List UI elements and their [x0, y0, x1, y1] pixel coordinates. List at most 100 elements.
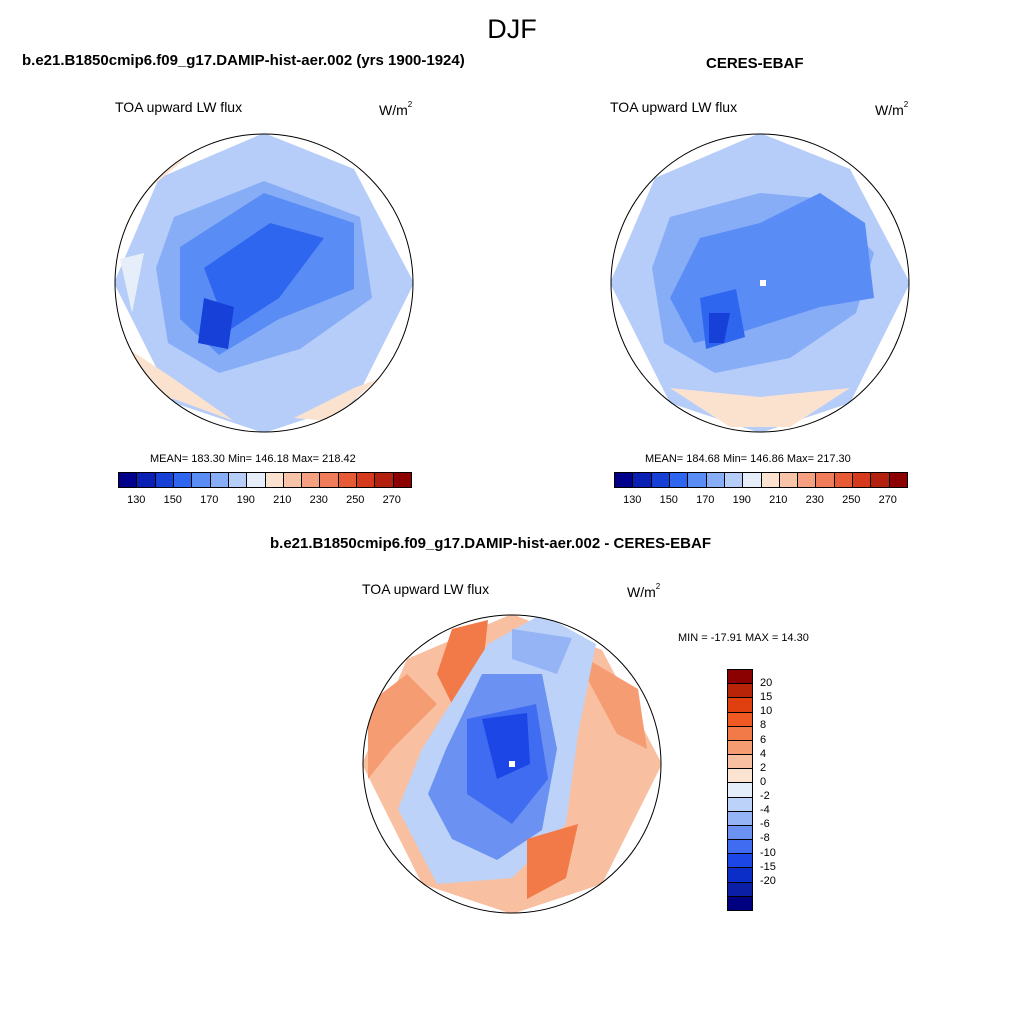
colorbar-swatch — [192, 473, 211, 487]
obs-variable-label: TOA upward LW flux — [610, 99, 738, 115]
colorbar-swatch — [706, 473, 725, 487]
diff-field-8 — [527, 824, 578, 899]
diff-colorbar-tick-label: 20 — [760, 677, 773, 690]
diff-colorbar-tick-label: -6 — [760, 818, 770, 831]
diff-colorbar-swatch — [728, 712, 752, 727]
colorbar-tick-label: 230 — [309, 494, 328, 506]
diff-colorbar-tick-label: 4 — [760, 747, 767, 760]
diff-colorbar-swatch — [728, 825, 752, 841]
colorbar-tick-label: 250 — [842, 494, 861, 506]
model-variable-label: TOA upward LW flux — [115, 99, 243, 115]
colorbar-swatch — [816, 473, 835, 487]
colorbar-swatch — [338, 473, 358, 487]
diff-colorbar-swatch — [728, 726, 752, 741]
model-field-3 — [204, 223, 324, 331]
colorbar-swatch — [119, 473, 138, 487]
colorbar-swatch — [247, 473, 266, 487]
diff-units-label: W/m2 — [627, 582, 661, 600]
diff-colorbar-tick-label: 15 — [760, 691, 773, 704]
diff-colorbar-tick-label: 0 — [760, 775, 767, 788]
colorbar-swatch — [228, 473, 248, 487]
diff-panel-title: b.e21.B1850cmip6.f09_g17.DAMIP-hist-aer.… — [270, 535, 711, 552]
colorbar-tick-label: 230 — [805, 494, 824, 506]
diff-field-7 — [482, 713, 530, 779]
obs-field-5 — [670, 388, 850, 427]
colorbar-tick-label: 170 — [200, 494, 219, 506]
model-panel-title: b.e21.B1850cmip6.f09_g17.DAMIP-hist-aer.… — [22, 52, 465, 69]
diff-colorbar-tick-label: -10 — [760, 846, 776, 859]
diff-colorbar-tick-label: 8 — [760, 719, 767, 732]
diff-stats: MIN = -17.91 MAX = 14.30 — [678, 632, 809, 644]
colorbar-swatch — [357, 473, 376, 487]
obs-map — [610, 133, 910, 433]
colorbar-swatch — [320, 473, 339, 487]
diff-colorbar-swatch — [728, 811, 752, 826]
colorbar-swatch — [210, 473, 229, 487]
diff-colorbar-swatch — [728, 896, 752, 910]
diff-colorbar-tick-label: -2 — [760, 790, 770, 803]
diff-colorbar-tick-label: -4 — [760, 804, 770, 817]
diff-colorbar — [727, 669, 753, 911]
diff-colorbar-tick-label: 6 — [760, 733, 767, 746]
colorbar-tick-label: 210 — [769, 494, 788, 506]
colorbar-swatch — [743, 473, 762, 487]
model-field-5 — [129, 349, 234, 421]
colorbar-tick-label: 270 — [382, 494, 401, 506]
colorbar-tick-label: 190 — [732, 494, 751, 506]
model-colorbar-ticks: 130 150 170 190 210 230 250 270 — [118, 494, 410, 508]
colorbar-tick-label: 190 — [236, 494, 255, 506]
diff-colorbar-swatch — [728, 868, 752, 883]
colorbar-tick-label: 170 — [696, 494, 715, 506]
diff-colorbar-swatch — [728, 769, 752, 784]
diff-colorbar-swatch — [728, 882, 752, 897]
colorbar-tick-label: 210 — [273, 494, 292, 506]
diff-colorbar-swatch — [728, 670, 752, 685]
colorbar-swatch — [155, 473, 174, 487]
diff-colorbar-swatch — [728, 854, 752, 869]
colorbar-swatch — [137, 473, 156, 487]
model-map — [114, 133, 414, 433]
colorbar-swatch — [779, 473, 799, 487]
diff-colorbar-swatch — [728, 840, 752, 855]
model-map-outline — [114, 133, 414, 433]
diff-colorbar-tick-label: -20 — [760, 874, 776, 887]
obs-units-label: W/m2 — [875, 100, 909, 118]
colorbar-swatch — [633, 473, 652, 487]
colorbar-swatch — [393, 473, 411, 487]
colorbar-swatch — [283, 473, 303, 487]
model-field-4 — [198, 298, 234, 349]
colorbar-swatch — [724, 473, 744, 487]
colorbar-swatch — [871, 473, 890, 487]
diff-field-10 — [509, 761, 515, 767]
colorbar-swatch — [375, 473, 394, 487]
diff-colorbar-swatch — [728, 783, 752, 798]
colorbar-tick-label: 250 — [346, 494, 365, 506]
colorbar-swatch — [688, 473, 707, 487]
diff-colorbar-tick-label: 2 — [760, 761, 767, 774]
model-colorbar — [118, 472, 412, 488]
colorbar-swatch — [615, 473, 634, 487]
colorbar-swatch — [265, 473, 284, 487]
diff-colorbar-swatch — [728, 755, 752, 770]
colorbar-swatch — [889, 473, 907, 487]
diff-colorbar-tick-label: -15 — [760, 860, 776, 873]
model-stats: MEAN= 183.30 Min= 146.18 Max= 218.42 — [150, 453, 356, 465]
diff-colorbar-swatch — [728, 740, 752, 756]
colorbar-swatch — [669, 473, 689, 487]
diff-map — [362, 614, 662, 914]
obs-colorbar-ticks: 130 150 170 190 210 230 250 270 — [614, 494, 906, 508]
obs-map-outline — [610, 133, 910, 433]
diff-field-2 — [437, 620, 488, 704]
season-title: DJF — [487, 14, 537, 44]
diff-colorbar-tick-label: -8 — [760, 832, 770, 845]
colorbar-swatch — [761, 473, 780, 487]
obs-field-4 — [709, 313, 730, 343]
colorbar-swatch — [302, 473, 321, 487]
diff-map-outline — [362, 614, 662, 914]
colorbar-swatch — [173, 473, 193, 487]
diff-colorbar-tick-label: 10 — [760, 705, 773, 718]
colorbar-tick-label: 270 — [878, 494, 897, 506]
obs-colorbar — [614, 472, 908, 488]
obs-field-7 — [760, 280, 766, 286]
model-field-8 — [120, 253, 144, 313]
